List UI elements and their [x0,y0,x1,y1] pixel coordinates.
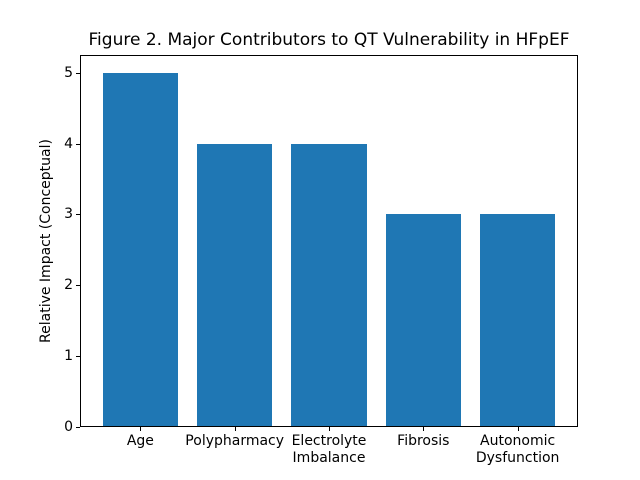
chart-title: Figure 2. Major Contributors to QT Vulne… [88,30,570,50]
y-tick-mark [76,427,80,428]
plot-area [80,55,578,427]
x-tick-label: Fibrosis [397,433,450,449]
y-tick-label: 5 [64,64,73,81]
x-tick-label: Electrolyte Imbalance [291,433,367,466]
y-tick-mark [76,285,80,287]
y-tick-mark [76,72,80,74]
y-tick-label: 3 [64,206,73,223]
bar-electrolyte-imbalance [291,143,367,427]
y-tick-label: 0 [64,419,73,435]
bar-fibrosis [385,214,462,427]
x-tick-label: Age [126,433,154,449]
y-tick-label: 4 [64,135,73,152]
bar-polypharmacy [196,143,273,427]
x-tick-mark [234,427,236,431]
y-tick-label: 2 [64,277,73,294]
y-axis-label: Relative Impact (Conceptual) [38,139,54,343]
y-tick-label: 1 [64,348,73,365]
x-tick-mark [517,427,519,431]
bar-age [102,72,179,427]
x-tick-mark [423,427,425,431]
y-tick-mark [76,356,80,358]
y-tick-mark [76,214,80,216]
x-tick-label: Autonomic Dysfunction [475,433,560,466]
bar-autonomic-dysfunction [479,214,556,427]
x-tick-label: Polypharmacy [185,433,285,449]
y-tick-mark [76,143,80,145]
x-tick-mark [140,427,142,431]
x-tick-mark [329,427,330,431]
